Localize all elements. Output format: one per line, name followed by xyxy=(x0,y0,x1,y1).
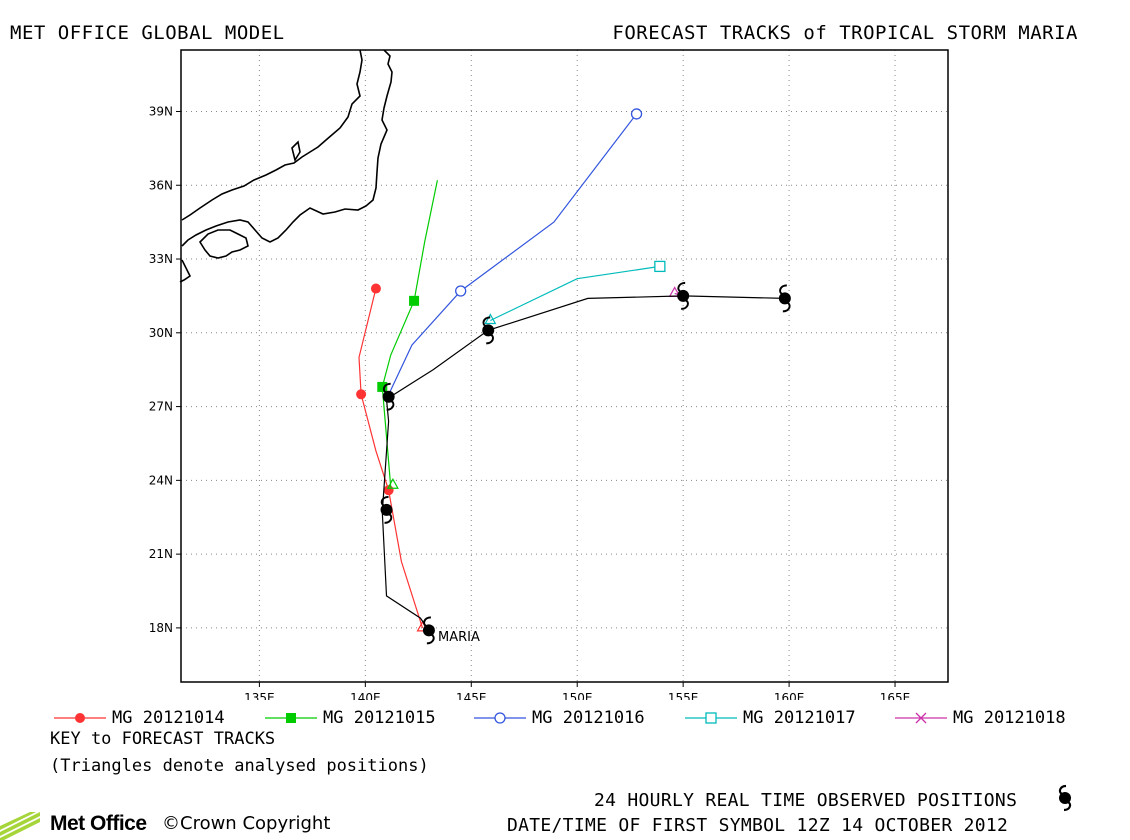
legend-label: MG 20121015 xyxy=(323,708,436,728)
tick-label-lat: 27N xyxy=(149,400,173,414)
tick-label-lat: 33N xyxy=(149,252,173,266)
tick-label-lon: 135E xyxy=(244,691,275,700)
storm-symbol-arm xyxy=(681,298,689,310)
observed-track-line xyxy=(381,295,785,631)
tick-label-lat: 39N xyxy=(149,104,173,118)
storm-symbol-arm xyxy=(426,633,435,645)
legend-label: MG 20121016 xyxy=(532,708,645,728)
storm-symbol-icon xyxy=(382,382,395,411)
forecast-tracks xyxy=(356,108,684,632)
legend-label: MG 20121014 xyxy=(112,708,225,728)
marker-circle-filled xyxy=(75,713,85,723)
legend-label: MG 20121018 xyxy=(953,708,1066,728)
storm-symbol-arm xyxy=(384,512,393,524)
marker-square-filled xyxy=(377,381,388,392)
storm-label: MARIA xyxy=(438,630,480,645)
storm-symbol-core xyxy=(422,624,435,637)
copyright-label: ©Crown Copyright xyxy=(162,813,331,834)
coastline xyxy=(179,49,393,283)
storm-symbol-core xyxy=(482,324,495,337)
marker-square-filled xyxy=(409,295,420,306)
storm-symbol-core xyxy=(382,390,395,403)
marker-x xyxy=(915,712,927,724)
observed-track xyxy=(380,281,791,645)
met-office-logo-text: Met Office xyxy=(50,812,147,835)
forecast-track-line xyxy=(358,288,424,629)
grid-lines xyxy=(181,50,948,682)
storm-symbol-core xyxy=(677,289,690,302)
met-office-logo-icon xyxy=(0,812,40,840)
axis-ticks: 135E 140E 145E 150E 155E 160E 165E 18N 21N 24N 27N… xyxy=(149,104,911,700)
storm-symbol-arm xyxy=(423,616,432,628)
header-left-title: MET OFFICE GLOBAL MODEL xyxy=(10,22,285,44)
marker-circle-open xyxy=(455,285,467,297)
storm-symbol-icon xyxy=(778,284,791,313)
storm-symbol-core xyxy=(778,292,791,305)
date-time-label: DATE/TIME OF FIRST SYMBOL 12Z 14 OCTOBER… xyxy=(507,815,1009,836)
storm-symbol-icon xyxy=(380,495,393,524)
marker-circle-filled xyxy=(356,389,367,400)
observed-positions-label: 24 HOURLY REAL TIME OBSERVED POSITIONS xyxy=(594,790,1018,811)
analysed-position-triangle xyxy=(386,478,399,489)
storm-symbol-arm xyxy=(382,382,391,394)
marker-square-filled xyxy=(286,713,296,723)
storm-symbol-arm xyxy=(380,495,389,507)
japan-coastline xyxy=(179,49,393,283)
tick-label-lat: 21N xyxy=(149,547,173,561)
marker-square-open xyxy=(705,712,717,724)
storm-symbol-arm xyxy=(782,301,791,313)
storm-symbol-arm xyxy=(386,399,395,411)
forecast-track-line xyxy=(490,265,660,322)
tick-label-lon: 155E xyxy=(668,691,699,700)
marker-circle-open xyxy=(494,712,506,724)
marker-square-open xyxy=(654,260,666,273)
legend-swatch xyxy=(265,713,317,723)
key-note: (Triangles denote analysed positions) xyxy=(50,756,429,776)
forecast-track-line xyxy=(381,180,438,488)
tick-label-lon: 140E xyxy=(350,691,381,700)
tick-label-lat: 24N xyxy=(149,473,173,487)
storm-symbol-icon xyxy=(1058,784,1072,812)
tick-label-lon: 145E xyxy=(456,691,487,700)
tick-label-lat: 36N xyxy=(149,178,173,192)
storm-symbol-arm xyxy=(486,333,494,345)
storm-symbol-arm xyxy=(482,316,491,328)
track-map: 135E 140E 145E 150E 155E 160E 165E 18N 21N 24N 27N… xyxy=(149,49,949,700)
tick-label-lon: 160E xyxy=(774,691,805,700)
storm-symbol-icon xyxy=(422,616,435,645)
legend-swatch xyxy=(54,713,106,723)
tick-label-lat: 30N xyxy=(149,326,173,340)
storm-symbol-core xyxy=(380,503,393,516)
tick-label-lat: 18N xyxy=(149,621,173,635)
tick-label-lon: 150E xyxy=(562,691,593,700)
storm-symbol-icon xyxy=(677,281,690,310)
legend-swatch xyxy=(895,712,947,724)
marker-circle-filled xyxy=(370,283,381,294)
legend-label: MG 20121017 xyxy=(743,708,856,728)
forecast-track-line xyxy=(385,113,637,400)
key-title: KEY to FORECAST TRACKS xyxy=(50,729,276,749)
analysed-position-triangle xyxy=(484,313,497,325)
header-right-title: FORECAST TRACKS of TROPICAL STORM MARIA xyxy=(612,22,1078,44)
storm-symbol-arm xyxy=(677,281,686,293)
map-frame xyxy=(180,49,949,683)
legend-swatch xyxy=(685,712,737,724)
storm-symbol-arm xyxy=(779,284,787,296)
tick-label-lon: 165E xyxy=(880,691,911,700)
legend-swatch xyxy=(474,712,526,724)
storm-symbol-icon xyxy=(482,316,495,345)
marker-circle-open xyxy=(630,108,643,120)
